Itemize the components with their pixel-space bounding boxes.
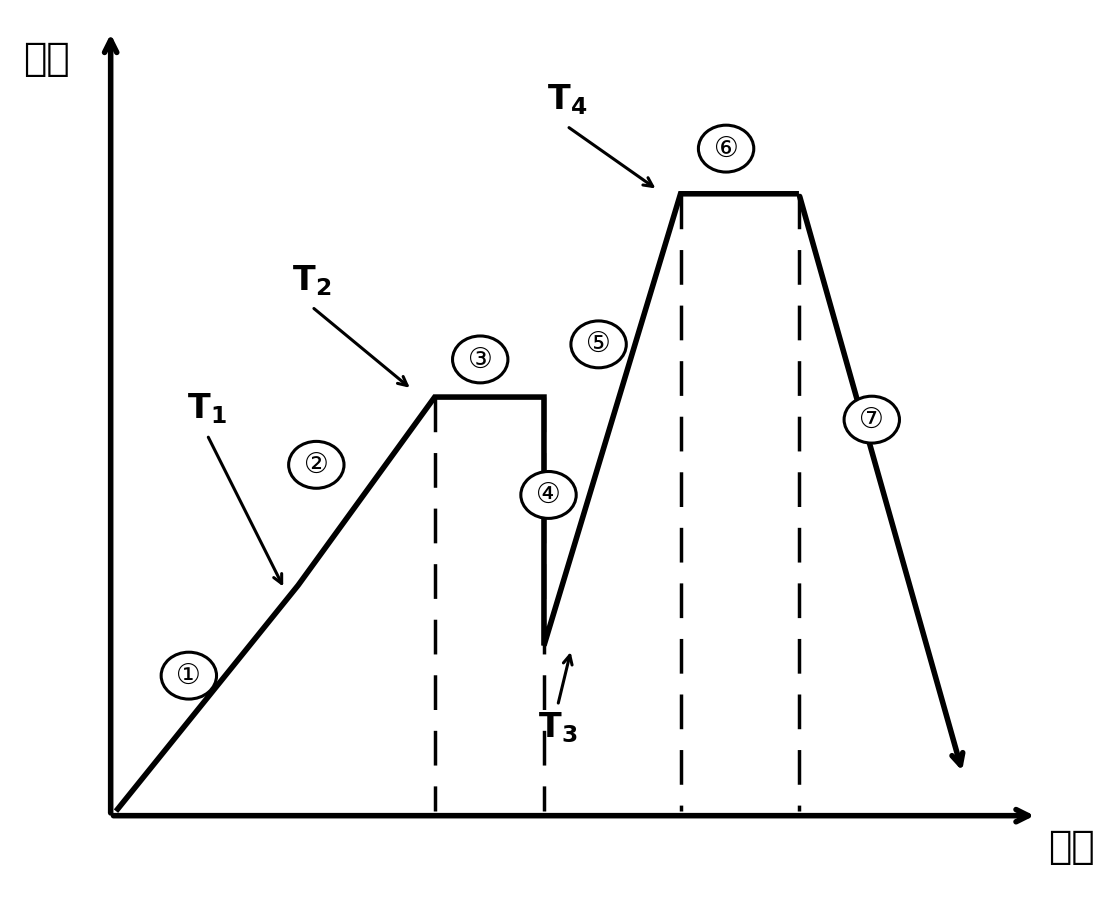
- Circle shape: [161, 652, 216, 699]
- Text: $\mathbf{T_3}$: $\mathbf{T_3}$: [538, 711, 577, 745]
- Circle shape: [289, 441, 344, 489]
- Text: ①: ①: [176, 662, 201, 690]
- Text: ③: ③: [468, 346, 493, 373]
- Circle shape: [844, 396, 899, 443]
- Text: $\mathbf{T_1}$: $\mathbf{T_1}$: [188, 391, 227, 426]
- Text: ⑦: ⑦: [859, 406, 885, 434]
- Text: $\mathbf{T_2}$: $\mathbf{T_2}$: [292, 263, 331, 298]
- Text: ④: ④: [536, 481, 561, 509]
- Text: ⑥: ⑥: [714, 135, 739, 163]
- Circle shape: [452, 336, 507, 383]
- Circle shape: [571, 321, 627, 368]
- Text: ⑤: ⑤: [586, 330, 611, 359]
- Text: 温度: 温度: [23, 40, 71, 78]
- Text: 时间: 时间: [1048, 828, 1094, 866]
- Text: $\mathbf{T_4}$: $\mathbf{T_4}$: [547, 82, 587, 117]
- Text: ②: ②: [304, 450, 329, 479]
- Circle shape: [521, 471, 576, 519]
- Circle shape: [698, 126, 753, 172]
